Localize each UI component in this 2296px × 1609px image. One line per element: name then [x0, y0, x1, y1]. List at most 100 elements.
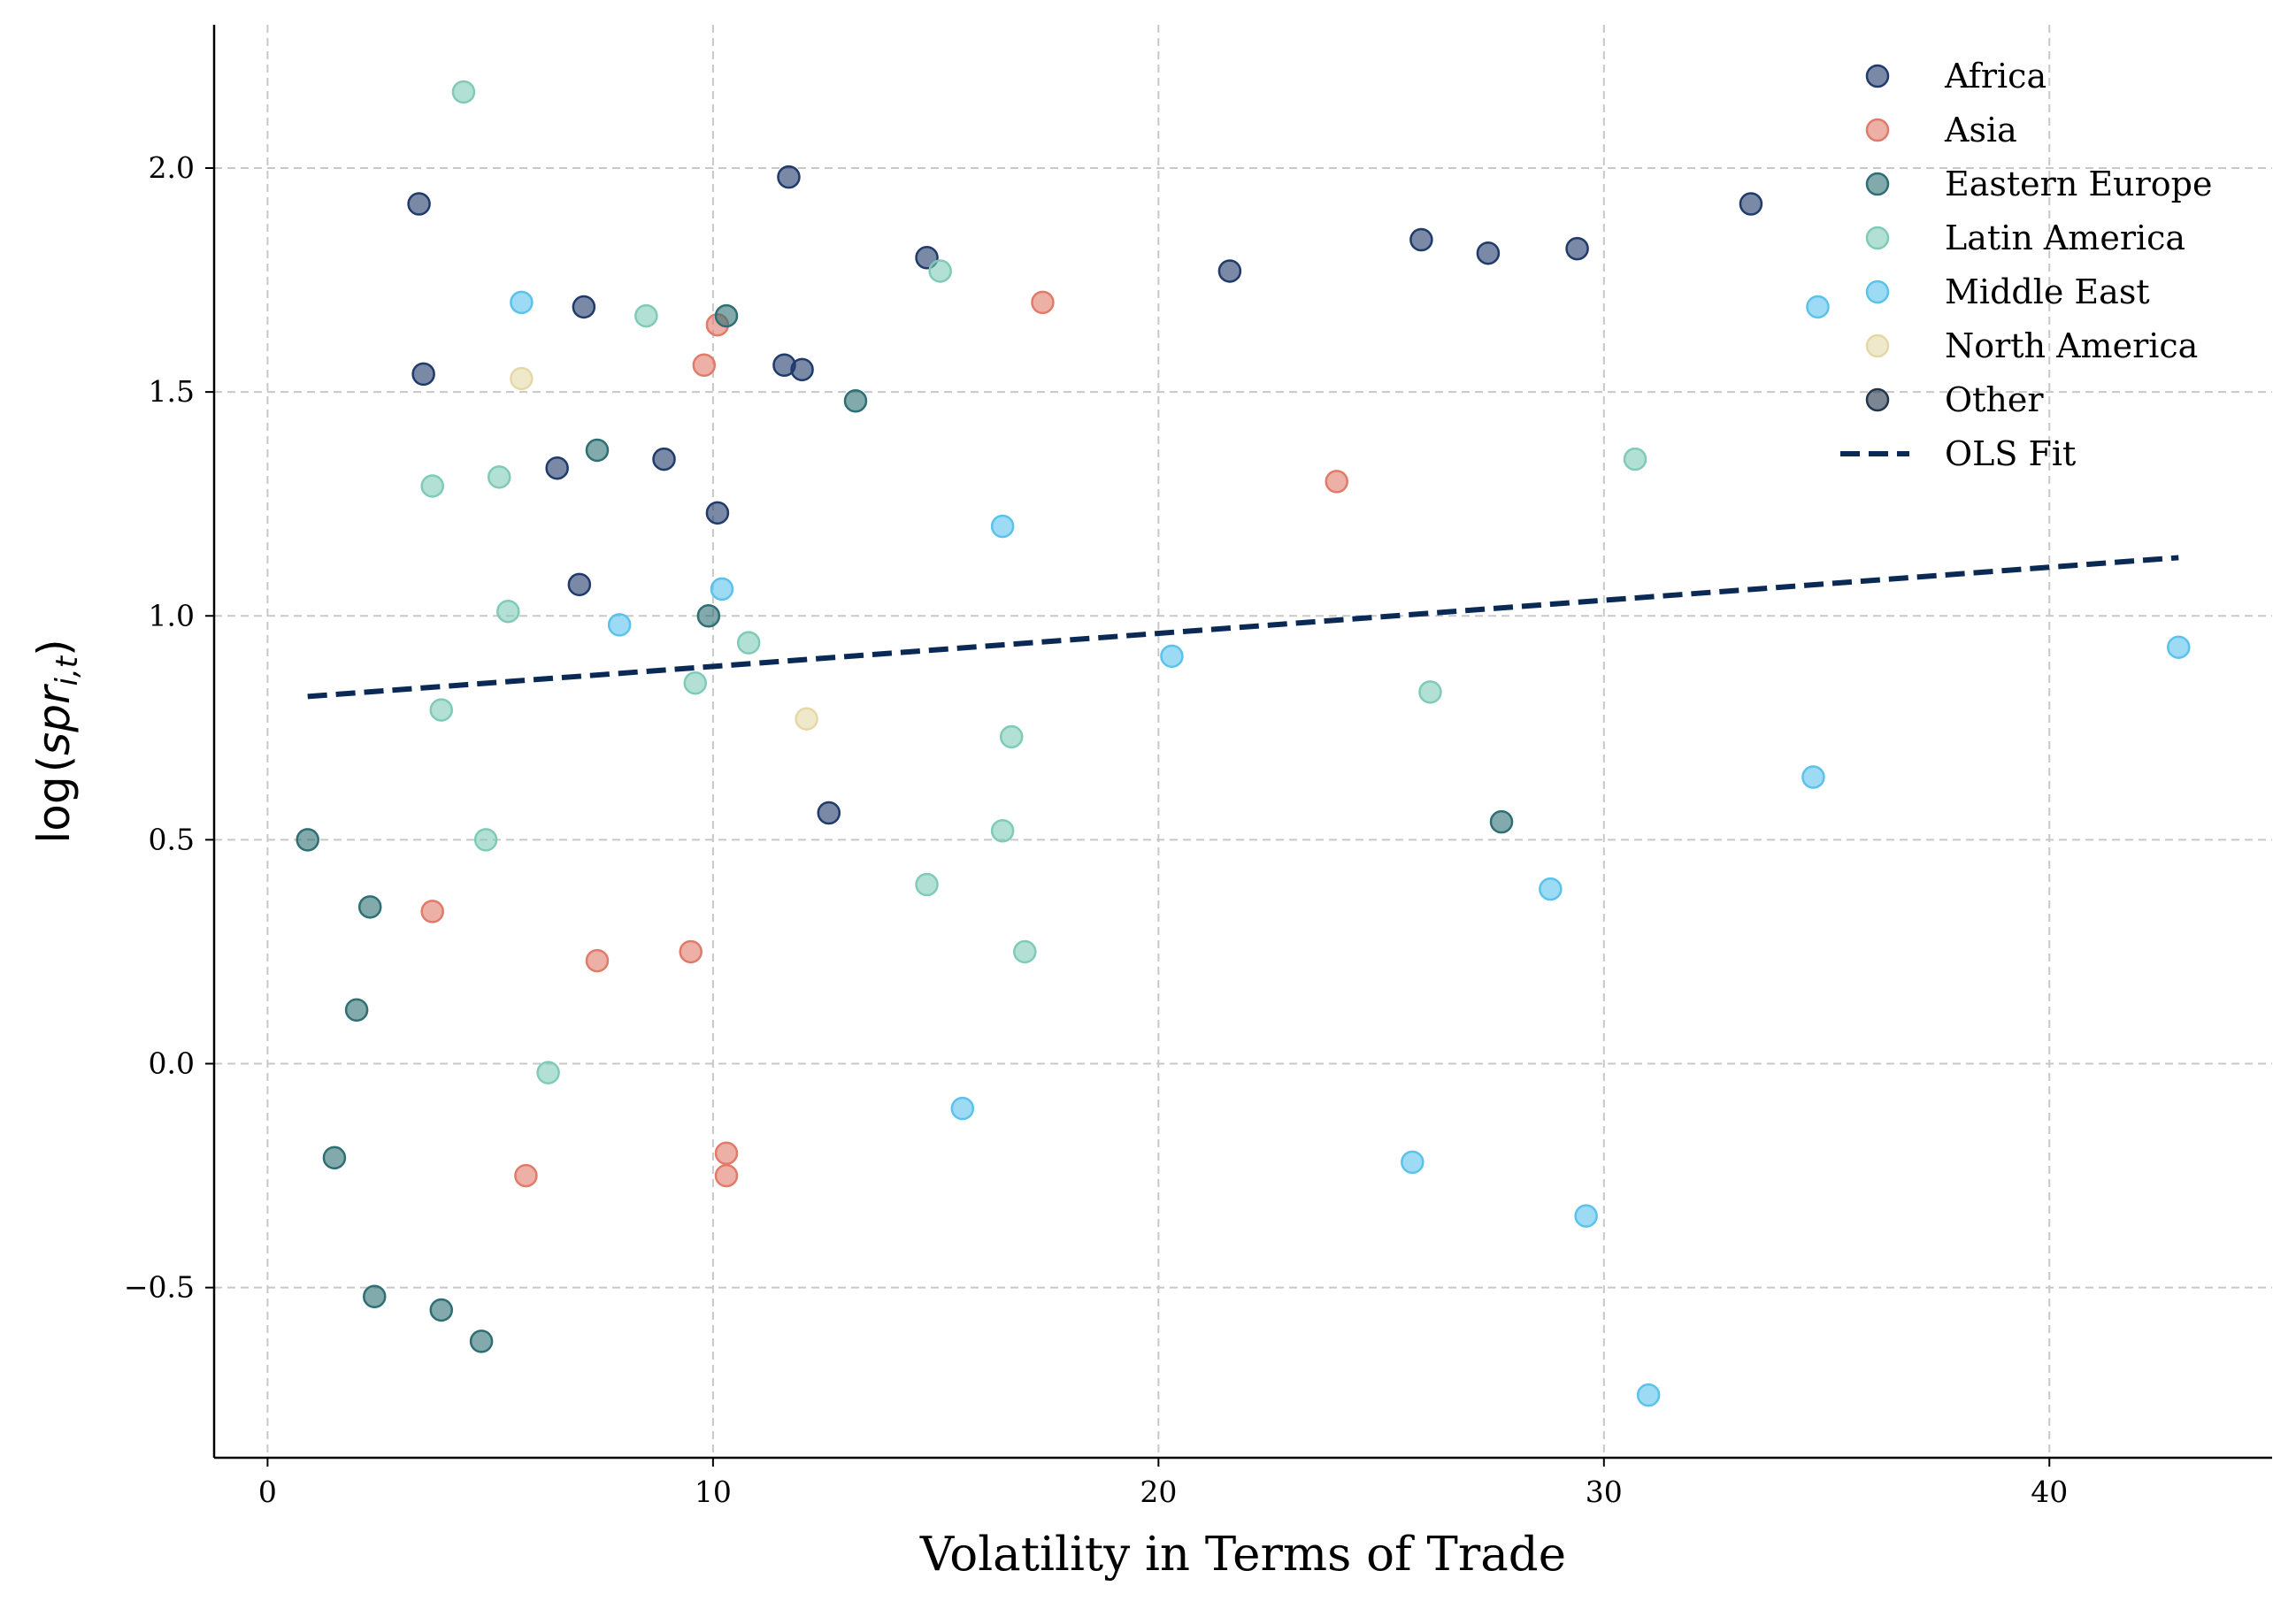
- data-point-latin-america: [1013, 939, 1037, 964]
- legend-marker-other: [1865, 387, 1890, 412]
- data-point-middle-east: [1539, 877, 1563, 901]
- legend-item-eastern-europe: Eastern Europe: [1865, 165, 2212, 203]
- data-point-latin-america: [634, 303, 658, 328]
- data-point-eastern-europe: [1489, 809, 1514, 834]
- x-axis-title: Volatility in Terms of Trade: [919, 1528, 1566, 1582]
- data-point-latin-america: [915, 872, 939, 897]
- data-point-asia: [420, 900, 444, 923]
- data-point-latin-america: [429, 698, 454, 722]
- data-point-middle-east: [990, 514, 1015, 539]
- data-point-latin-america: [736, 631, 761, 655]
- y-tick-label: 1.0: [149, 598, 195, 632]
- data-point-africa: [1565, 236, 1589, 261]
- data-point-asia: [679, 939, 703, 964]
- x-tick-label: 30: [1586, 1475, 1623, 1509]
- series-latin-america: [420, 80, 1647, 1084]
- legend: Africa Asia Eastern Europe Latin America Mid…: [1840, 57, 2212, 473]
- legend-marker-latin-america: [1865, 226, 1890, 250]
- data-point-middle-east: [1806, 295, 1830, 319]
- legend-item-middle-east: Middle East: [1865, 272, 2150, 311]
- series-asia: [420, 290, 1348, 1188]
- data-point-latin-america: [928, 259, 952, 283]
- y-tick-label: 0.5: [149, 822, 195, 856]
- data-point-africa: [411, 362, 435, 387]
- data-point-middle-east: [950, 1096, 975, 1121]
- data-point-africa: [1217, 259, 1242, 283]
- data-point-middle-east: [1636, 1383, 1661, 1407]
- data-point-middle-east: [510, 290, 534, 315]
- y-axis-title-subscript: i,t: [50, 655, 85, 686]
- data-point-africa: [572, 295, 596, 319]
- x-tick-label: 40: [2031, 1475, 2068, 1509]
- axes: [212, 25, 2272, 1460]
- series-africa: [407, 165, 1763, 825]
- legend-label-north-america: North America: [1945, 326, 2198, 365]
- x-tick-label: 10: [695, 1475, 732, 1509]
- legend-marker-north-america: [1865, 333, 1890, 358]
- legend-item-north-america: North America: [1865, 326, 2198, 365]
- legend-item-asia: Asia: [1865, 111, 2017, 149]
- data-point-eastern-europe: [296, 828, 319, 852]
- legend-label-latin-america: Latin America: [1945, 218, 2185, 257]
- y-axis-title-prefix: log: [28, 776, 80, 843]
- data-point-africa: [777, 165, 801, 189]
- legend-label-eastern-europe: Eastern Europe: [1945, 165, 2212, 203]
- data-point-middle-east: [710, 577, 734, 601]
- legend-marker-asia: [1865, 118, 1890, 142]
- data-point-middle-east: [2167, 635, 2191, 659]
- ols-fit-layer: [307, 555, 2179, 700]
- legend-item-africa: Africa: [1865, 57, 2046, 96]
- data-point-latin-america: [683, 670, 707, 695]
- data-point-latin-america: [999, 724, 1024, 749]
- data-point-eastern-europe: [429, 1298, 454, 1322]
- data-point-africa: [790, 357, 814, 382]
- data-point-africa: [567, 572, 592, 597]
- y-tick-label: 0.0: [149, 1046, 195, 1081]
- data-point-eastern-europe: [322, 1145, 347, 1170]
- series-north-america: [510, 366, 818, 731]
- data-point-eastern-europe: [585, 438, 610, 463]
- y-axis-title: log (spri,t): [28, 639, 85, 843]
- data-point-eastern-europe: [469, 1329, 494, 1353]
- y-tick-label: −0.5: [124, 1270, 195, 1305]
- legend-marker-middle-east: [1865, 280, 1890, 304]
- legend-marker-eastern-europe: [1865, 172, 1890, 196]
- data-point-north-america: [795, 707, 818, 731]
- legend-item-ols-fit: OLS Fit: [1840, 434, 2076, 473]
- data-point-middle-east: [1401, 1150, 1424, 1175]
- y-tick-label: 2.0: [149, 150, 195, 185]
- data-point-eastern-europe: [362, 1284, 387, 1308]
- ols-fit-line: [307, 555, 2179, 700]
- data-point-middle-east: [1160, 644, 1184, 669]
- data-point-middle-east: [1801, 765, 1825, 789]
- data-point-eastern-europe: [344, 998, 369, 1022]
- data-point-north-america: [510, 366, 534, 391]
- data-point-eastern-europe: [843, 389, 868, 413]
- series-middle-east: [510, 290, 2191, 1407]
- data-point-asia: [585, 948, 610, 973]
- data-point-latin-america: [1418, 680, 1442, 704]
- data-point-africa: [1476, 241, 1501, 265]
- data-point-latin-america: [487, 465, 511, 489]
- data-points: [296, 80, 2191, 1407]
- legend-marker-africa: [1865, 64, 1890, 88]
- legend-item-other: Other: [1865, 380, 2044, 419]
- data-point-africa: [407, 192, 431, 216]
- legend-label-other: Other: [1945, 380, 2044, 419]
- data-point-latin-america: [473, 828, 498, 852]
- legend-label-middle-east: Middle East: [1945, 272, 2150, 311]
- y-tick-label: 1.5: [149, 374, 195, 409]
- data-point-africa: [545, 456, 569, 480]
- data-point-eastern-europe: [696, 604, 721, 628]
- data-point-africa: [817, 801, 841, 825]
- legend-label-africa: Africa: [1944, 57, 2046, 96]
- data-point-middle-east: [1574, 1204, 1598, 1228]
- data-point-africa: [705, 501, 730, 525]
- data-point-asia: [1031, 290, 1055, 315]
- data-point-latin-america: [451, 80, 476, 104]
- axis-ticks: 0 10 20 30 40 −0.5 0.0 0.5 1.0 1.5 2.0: [124, 150, 2068, 1509]
- data-point-africa: [1739, 192, 1763, 216]
- series-eastern-europe: [296, 303, 1514, 1353]
- legend-label-asia: Asia: [1944, 111, 2017, 149]
